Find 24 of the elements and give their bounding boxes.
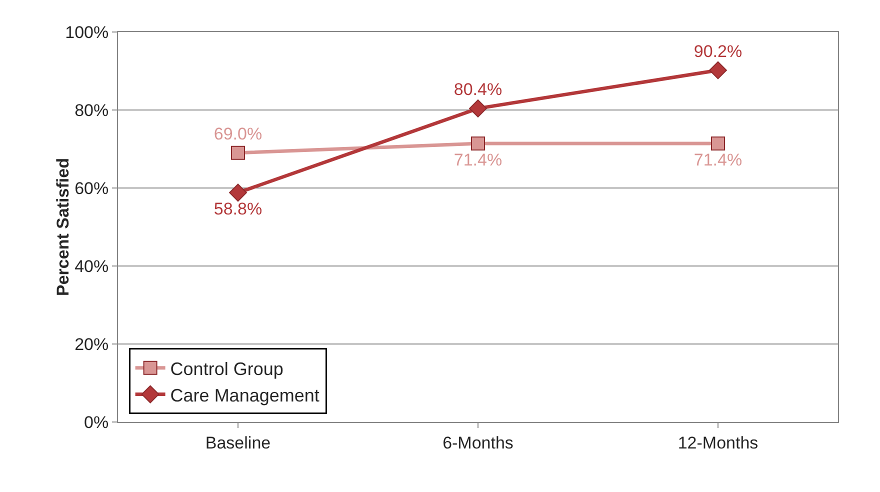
point: [711, 136, 725, 151]
point: [469, 99, 487, 118]
y-tick-label: 100%: [65, 22, 109, 42]
y-tick-label: 40%: [74, 256, 109, 276]
y-tick-label: 0%: [84, 412, 109, 432]
point: [229, 184, 247, 202]
point: [231, 146, 245, 160]
text: 90.2%: [694, 42, 742, 61]
legend-label: Control Group: [170, 358, 284, 379]
x-tick-label: 6-Months: [442, 433, 514, 452]
y-tick-label: 80%: [74, 100, 109, 120]
x-tick-label: 12-Months: [678, 433, 758, 452]
text: 69.0%: [214, 124, 262, 144]
text: 71.4%: [694, 150, 742, 170]
x-tick-label: Baseline: [205, 433, 271, 452]
y-axis-title: Percent Satisfied: [54, 158, 73, 296]
y-tick-label: 20%: [74, 334, 109, 354]
text: 71.4%: [454, 150, 502, 170]
point: [471, 136, 485, 151]
text: 58.8%: [214, 200, 262, 219]
point: [709, 61, 727, 80]
text: 80.4%: [454, 80, 502, 100]
y-tick-label: 60%: [74, 178, 109, 198]
legend-label: Care Management: [170, 385, 320, 406]
